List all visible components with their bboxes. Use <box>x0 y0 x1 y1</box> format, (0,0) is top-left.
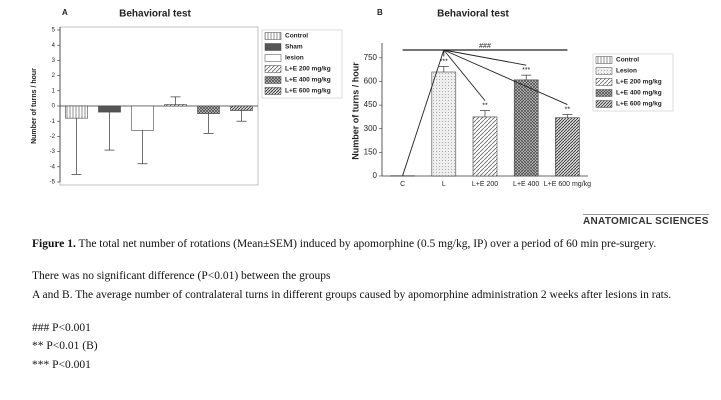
bar <box>513 79 539 177</box>
bracket-leg <box>443 49 527 66</box>
note: ### P<0.001 <box>32 322 91 334</box>
bracket-leg <box>443 49 568 105</box>
y-tick-label: -1 <box>50 119 56 125</box>
y-tick-label: -3 <box>50 149 56 155</box>
y-tick-label: 3 <box>52 58 56 64</box>
legend-swatch <box>595 67 613 75</box>
value-label: ** <box>565 106 571 113</box>
y-tick-label: -4 <box>50 164 56 170</box>
x-tick-label: L <box>442 181 446 188</box>
legend-box <box>261 29 343 99</box>
y-tick-label: 600 <box>364 77 378 86</box>
legend-label: Lesion <box>616 68 637 75</box>
legend-label: Control <box>285 33 308 40</box>
journal-name: ANATOMICAL SCIENCES <box>583 214 709 227</box>
chart-title: Behavioral test <box>119 9 191 20</box>
y-tick-label: 1 <box>52 88 56 94</box>
note: A and B. The average number of contralat… <box>32 289 672 301</box>
legend-swatch <box>264 87 282 95</box>
y-tick-label: -5 <box>50 180 56 186</box>
bar <box>131 105 154 131</box>
note: There was no significant difference (P<0… <box>32 270 331 282</box>
caption-text: The total net number of rotations (Mean±… <box>78 238 657 250</box>
bar <box>390 175 415 177</box>
panel-label: B <box>377 8 383 17</box>
legend-swatch <box>595 78 613 86</box>
y-tick-label: 2 <box>52 73 56 79</box>
y-tick-label: 5 <box>52 28 56 34</box>
legend-label: lesion <box>285 55 304 62</box>
bar <box>431 71 457 177</box>
value-label: ** <box>482 102 488 109</box>
bar <box>65 105 88 119</box>
bar <box>197 105 220 114</box>
note: *** P<0.001 <box>32 359 91 371</box>
note: ** P<0.01 (B) <box>32 340 98 352</box>
legend-label: L+E 600 mg/kg <box>616 101 662 108</box>
caption-label: Figure 1. <box>32 238 76 250</box>
chart-title: Behavioral test <box>437 9 509 20</box>
bar <box>98 105 121 113</box>
x-tick-label: L+E 400 <box>513 181 539 188</box>
x-tick-label: L+E 200 <box>472 181 498 188</box>
y-axis-label: Number of turns / hour <box>31 68 38 144</box>
legend-swatch <box>264 76 282 84</box>
legend-label: L+E 200 mg/kg <box>285 66 331 73</box>
legend-swatch <box>264 54 282 62</box>
panel-label: A <box>62 8 68 17</box>
value-label: *** <box>440 58 448 65</box>
bar <box>555 117 580 177</box>
legend-label: L+E 200 mg/kg <box>616 79 662 86</box>
x-tick-label: C <box>400 181 405 188</box>
legend-swatch <box>264 65 282 73</box>
legend-label: L+E 400 mg/kg <box>616 90 662 97</box>
legend-swatch <box>264 32 282 40</box>
legend-swatch <box>595 89 613 97</box>
y-axis-label: Number of turns / hour <box>350 62 360 160</box>
annotation: ### <box>479 43 491 50</box>
caption: Figure 1. The total net number of rotati… <box>32 236 700 252</box>
legend-label: Control <box>616 57 639 64</box>
x-tick-label: L+E 600 mg/kg <box>544 181 591 188</box>
bar <box>472 116 498 177</box>
y-tick-label: -2 <box>50 134 56 140</box>
legend-label: L+E 400 mg/kg <box>285 77 331 84</box>
legend-label: L+E 600 mg/kg <box>285 88 331 95</box>
y-tick-label: 750 <box>364 53 378 62</box>
value-label: *** <box>522 67 530 74</box>
legend-label: Sham <box>285 44 303 51</box>
y-tick-label: 300 <box>364 124 378 133</box>
y-tick-label: 4 <box>52 43 56 49</box>
legend-swatch <box>595 100 613 108</box>
figure: A Behavioral test Number of turns / hour -5… <box>31 8 674 188</box>
bar <box>164 104 187 107</box>
y-tick-label: 0 <box>52 104 56 110</box>
legend-swatch <box>264 43 282 51</box>
y-tick-label: 0 <box>373 171 378 180</box>
y-tick-label: 450 <box>364 100 378 109</box>
bracket-leg <box>402 49 445 176</box>
bracket-leg <box>443 49 486 101</box>
bar <box>230 105 253 111</box>
y-tick-label: 150 <box>364 147 378 156</box>
legend-swatch <box>595 56 613 64</box>
